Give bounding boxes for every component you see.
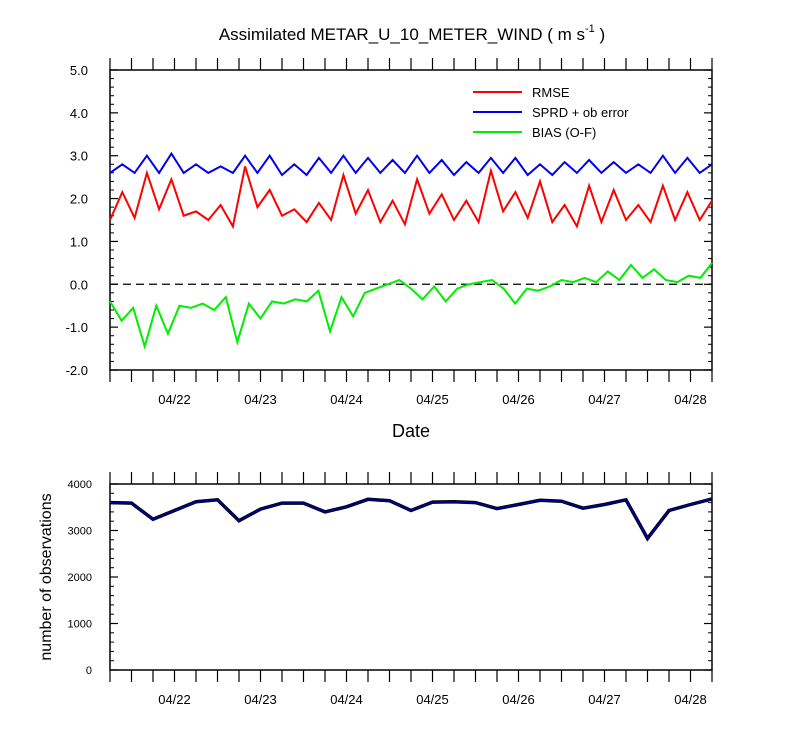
top-x-tick-label: 04/26 [502, 392, 535, 407]
bottom-x-tick-label: 04/28 [674, 692, 707, 707]
legend-label-rmse: RMSE [532, 85, 570, 100]
bottom-x-tick-label: 04/26 [502, 692, 535, 707]
top-x-tick-label: 04/22 [158, 392, 191, 407]
bottom-x-tick-label: 04/22 [158, 692, 191, 707]
top-y-tick-label: -2.0 [66, 363, 88, 378]
top-y-tick-label: 4.0 [70, 106, 88, 121]
bottom-x-tick-label: 04/27 [588, 692, 621, 707]
top-x-tick-label: 04/24 [330, 392, 363, 407]
series-line-sprd-ob-error [109, 151, 713, 177]
top-y-tick-label: -1.0 [66, 320, 88, 335]
top-y-tick-label: 0.0 [70, 277, 88, 292]
top-y-axis: -2.0 -1.0 0.0 1.0 2.0 3.0 4.0 5.0 [66, 63, 712, 378]
legend-label-sprd: SPRD + ob error [532, 105, 629, 120]
top-x-tick-label: 04/28 [674, 392, 707, 407]
bottom-y-axis-label: number of observations [38, 493, 55, 660]
bottom-x-tick-label: 04/25 [416, 692, 449, 707]
chart-title: Assimilated METAR_U_10_METER_WIND ( m s-… [219, 23, 605, 44]
top-y-tick-label: 2.0 [70, 192, 88, 207]
observation-count-line [109, 497, 713, 541]
bottom-x-axis: 04/22 04/23 04/24 04/25 04/26 04/27 04/28 [109, 472, 713, 707]
top-y-tick-label: 5.0 [70, 63, 88, 78]
top-x-tick-label: 04/27 [588, 392, 621, 407]
series-line-bias-o-f- [109, 262, 713, 350]
bottom-y-tick-label: 4000 [68, 479, 92, 491]
top-x-tick-label: 04/23 [244, 392, 277, 407]
top-series-group [109, 151, 713, 350]
top-x-axis: 04/22 04/23 04/24 04/25 04/26 04/27 04/28 [109, 58, 713, 407]
legend: RMSE SPRD + ob error BIAS (O-F) [473, 85, 629, 140]
top-x-tick-label: 04/25 [416, 392, 449, 407]
bottom-y-tick-label: 0 [86, 665, 92, 677]
bottom-x-tick-label: 04/24 [330, 692, 363, 707]
series-line-rmse [109, 166, 713, 230]
top-y-tick-label: 3.0 [70, 149, 88, 164]
bottom-series-group [109, 497, 713, 542]
bottom-x-tick-label: 04/23 [244, 692, 277, 707]
legend-label-bias: BIAS (O-F) [532, 125, 596, 140]
bottom-y-tick-label: 2000 [68, 572, 92, 584]
bottom-y-tick-label: 3000 [68, 526, 92, 538]
bottom-y-axis: 0 1000 2000 3000 4000 [68, 479, 712, 677]
observation-count-line-shadow [109, 497, 713, 542]
bottom-y-tick-label: 1000 [68, 619, 92, 631]
top-y-tick-label: 1.0 [70, 234, 88, 249]
x-axis-label: Date [392, 421, 430, 441]
